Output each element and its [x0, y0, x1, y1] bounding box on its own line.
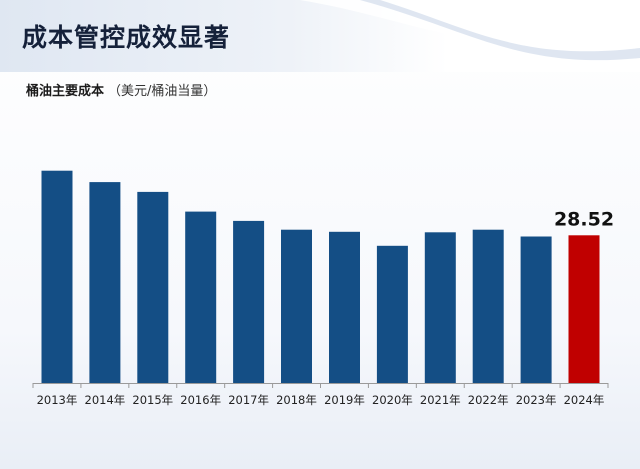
bar-11 [568, 235, 600, 383]
bar-5 [281, 229, 312, 383]
x-tick-label-6: 2019年 [324, 393, 365, 407]
bar-2 [137, 191, 169, 383]
x-tick-label-2: 2015年 [132, 393, 173, 407]
bar-9 [472, 229, 504, 383]
x-tick-label-7: 2020年 [372, 393, 413, 407]
page-title: 成本管控成效显著 [22, 23, 231, 52]
bar-10 [520, 236, 552, 383]
chart-title: 桶油主要成本 [26, 84, 105, 99]
bar-0 [41, 170, 73, 383]
chart-unit: （美元/桶油当量） [108, 84, 217, 99]
bar-7 [376, 245, 408, 383]
x-tick-label-8: 2021年 [420, 393, 461, 407]
title-decoration [300, 0, 640, 61]
x-tick-label-9: 2022年 [468, 393, 509, 407]
data-label-11: 28.52 [554, 208, 614, 230]
x-tick-label-10: 2023年 [516, 393, 557, 407]
bar-4 [233, 220, 265, 383]
x-tick-label-0: 2013年 [37, 393, 78, 407]
bar-3 [185, 211, 217, 383]
x-tick-label-1: 2014年 [85, 393, 126, 407]
x-tick-label-5: 2018年 [276, 393, 317, 407]
x-tick-label-3: 2016年 [180, 393, 221, 407]
x-tick-label-11: 2024年 [564, 393, 605, 407]
bar-1 [89, 182, 121, 383]
bar-8 [424, 232, 456, 383]
bar-6 [329, 231, 360, 383]
x-tick-label-4: 2017年 [228, 393, 269, 407]
chart-subtitle: 桶油主要成本 （美元/桶油当量） [26, 80, 216, 99]
